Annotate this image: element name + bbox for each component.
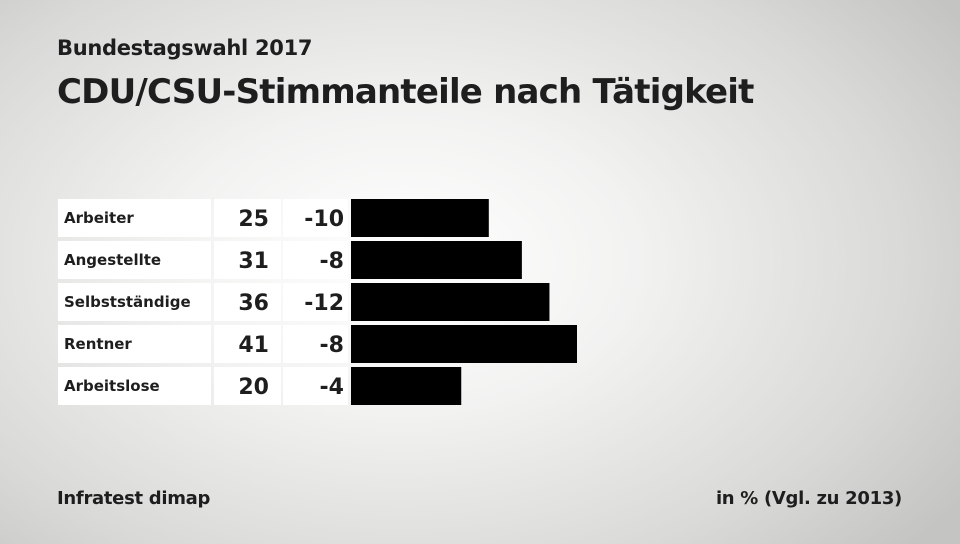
source-label: Infratest dimap bbox=[57, 488, 211, 509]
value-label: 20 bbox=[238, 375, 269, 400]
row-label-cell bbox=[58, 283, 211, 321]
value-label: 31 bbox=[238, 249, 269, 274]
bar bbox=[351, 283, 550, 321]
row-label-cell bbox=[58, 199, 211, 237]
row-label-cell bbox=[58, 367, 211, 405]
bar bbox=[351, 241, 522, 279]
row-value-cell bbox=[214, 199, 281, 237]
category-label: Angestellte bbox=[64, 251, 161, 269]
row-change-cell bbox=[283, 283, 348, 321]
category-label: Arbeiter bbox=[64, 209, 134, 227]
row-label-cell bbox=[58, 325, 211, 363]
chart-subtitle: Bundestagswahl 2017 bbox=[57, 36, 313, 60]
value-label: 36 bbox=[238, 291, 269, 316]
change-label: -8 bbox=[320, 333, 344, 358]
category-label: Rentner bbox=[64, 335, 132, 353]
row-change-cell bbox=[283, 367, 348, 405]
bar bbox=[351, 367, 462, 405]
chart-title: CDU/CSU-Stimmanteile nach Tätigkeit bbox=[57, 72, 754, 112]
value-label: 25 bbox=[238, 207, 269, 232]
change-label: -10 bbox=[304, 207, 344, 232]
unit-label: in % (Vgl. zu 2013) bbox=[715, 488, 902, 509]
value-label: 41 bbox=[238, 333, 269, 358]
row-change-cell bbox=[283, 199, 348, 237]
row-change-cell bbox=[283, 241, 348, 279]
row-value-cell bbox=[214, 283, 281, 321]
change-label: -12 bbox=[304, 291, 344, 316]
row-value-cell bbox=[214, 325, 281, 363]
bar bbox=[351, 325, 577, 363]
bar bbox=[351, 199, 489, 237]
row-value-cell bbox=[214, 241, 281, 279]
change-label: -8 bbox=[320, 249, 344, 274]
row-label-cell bbox=[58, 241, 211, 279]
category-label: Selbstständige bbox=[64, 293, 191, 311]
category-label: Arbeitslose bbox=[64, 377, 160, 395]
change-label: -4 bbox=[320, 375, 344, 400]
row-value-cell bbox=[214, 367, 281, 405]
row-change-cell bbox=[283, 325, 348, 363]
